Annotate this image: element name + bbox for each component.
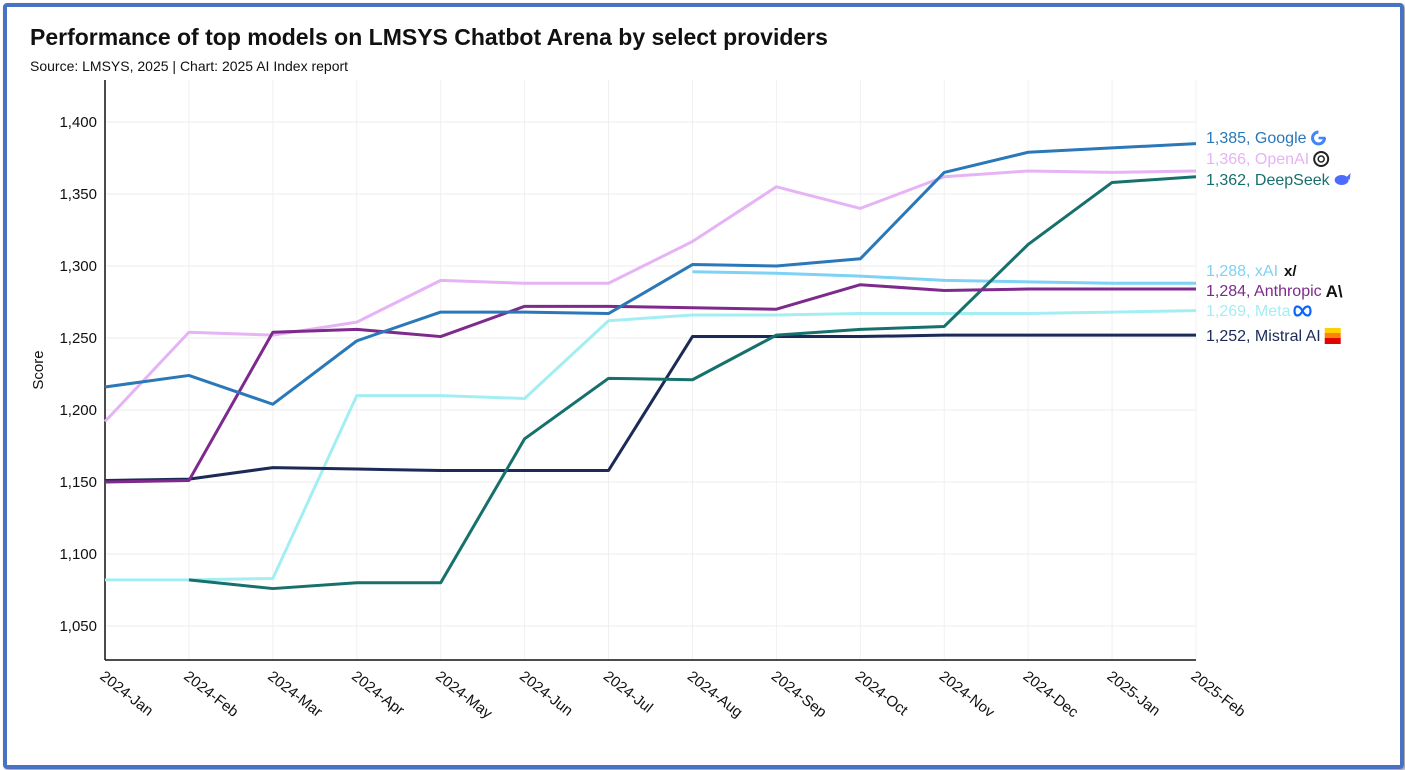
openai-icon [1313,151,1330,167]
series-line-deepseek [188,175,1197,591]
anthropic-glyph: A\ [1326,282,1343,301]
x-tick-label: 2024-Dec [1020,668,1082,722]
meta-icon [1293,305,1312,317]
y-tick-label: 1,250 [59,330,97,347]
end-label-deepseek: 1,362, DeepSeek [1206,172,1331,189]
meta-infinity [1293,305,1312,317]
x-tick-label: 2024-Sep [768,668,830,721]
y-tick-label: 1,150 [59,474,97,491]
series-line-openai [103,169,1197,423]
mistral-icon [1324,328,1341,344]
openai-knot [1313,151,1330,167]
end-label-meta: 1,269, Meta [1206,303,1291,320]
xai-glyph: x/ [1284,263,1297,280]
google-icon [1311,130,1327,146]
x-tick-label: 2024-Jul [600,668,656,717]
y-tick-label: 1,050 [59,618,97,635]
x-tick-label: 2024-Nov [936,668,998,722]
mistral-bottom [1324,338,1341,344]
y-tick-label: 1,350 [59,186,97,203]
whale-tail [1346,173,1351,180]
series-line-google [104,142,1197,406]
mistral-top [1324,328,1341,333]
x-tick-label: 2024-Mar [264,668,325,721]
series-line-meta [105,309,1197,582]
end-label-xai: 1,288, xAI [1206,263,1278,280]
anthropic-icon: A\ [1326,282,1343,301]
series-line-mistral-ai [104,333,1196,483]
x-tick-label: 2024-Apr [348,668,407,719]
end-label-anthropic: 1,284, Anthropic [1206,283,1322,300]
chart-frame [3,3,1404,769]
end-label-mistral-ai: 1,252, Mistral AI [1206,328,1321,345]
y-tick-label: 1,100 [59,546,97,563]
x-tick-label: 2025-Jan [1104,668,1164,720]
end-label-google: 1,385, Google [1206,130,1307,147]
openai-core [1317,155,1325,163]
x-tick-label: 2024-Jan [97,668,157,720]
mistral-mid [1324,333,1341,338]
series-line-xai [692,270,1196,285]
x-tick-label: 2024-Aug [684,668,746,721]
y-tick-label: 1,400 [59,114,97,131]
y-tick-label: 1,200 [59,402,97,419]
x-tick-label: 2025-Feb [1188,668,1249,721]
x-tick-label: 2024-May [432,668,495,723]
series-line-anthropic [104,283,1196,484]
y-tick-label: 1,300 [59,258,97,275]
x-tick-label: 2024-Feb [180,668,241,721]
x-tick-label: 2024-Jun [516,668,576,720]
chart-subtitle: Source: LMSYS, 2025 | Chart: 2025 AI Ind… [30,58,349,74]
chart-title: Performance of top models on LMSYS Chatb… [30,24,828,50]
y-axis-label: Score [30,350,47,389]
xai-icon: x/ [1284,263,1297,280]
whale-body [1334,175,1349,185]
x-tick-label: 2024-Oct [852,668,912,720]
end-label-openai: 1,366, OpenAI [1206,151,1309,168]
deepseek-icon [1334,173,1351,185]
